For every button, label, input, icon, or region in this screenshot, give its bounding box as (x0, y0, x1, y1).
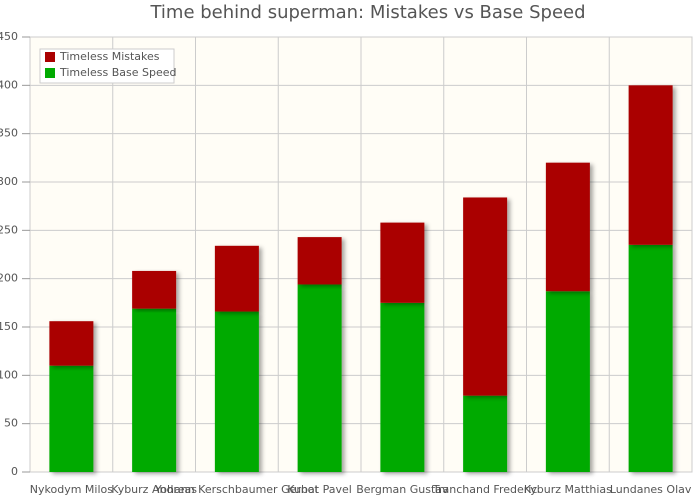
y-tick-label: 300 (0, 175, 18, 188)
bar (380, 222, 425, 303)
y-tick-label: 200 (0, 272, 18, 285)
bar (132, 270, 177, 309)
bar (380, 302, 425, 472)
legend-box (39, 48, 175, 84)
y-tick-label: 400 (0, 78, 18, 91)
x-tick-label: Bergman Gustav (356, 483, 449, 496)
y-tick-label: 450 (0, 30, 18, 43)
x-tick-label: Tranchand Frederic (432, 483, 538, 496)
bar (463, 395, 508, 472)
bar (49, 321, 94, 366)
bar (49, 365, 94, 472)
y-tick-label: 0 (11, 465, 18, 478)
bar (297, 237, 342, 285)
legend-swatch (45, 68, 55, 78)
y-tick-label: 350 (0, 127, 18, 140)
y-tick-label: 100 (0, 368, 18, 381)
bar (628, 244, 673, 472)
bar (545, 162, 590, 292)
y-tick-label: 50 (4, 417, 18, 430)
legend-label: Timeless Mistakes (59, 50, 160, 63)
x-tick-label: Lundanes Olav (610, 483, 692, 496)
x-tick-label: Kyburz Matthias (524, 483, 612, 496)
legend-swatch (45, 52, 55, 62)
bar (297, 284, 342, 472)
y-tick-label: 150 (0, 320, 18, 333)
chart-title: Time behind superman: Mistakes vs Base S… (149, 2, 585, 23)
legend-label: Timeless Base Speed (59, 66, 176, 79)
x-tick-label: Kyburz Andreas (111, 483, 197, 496)
x-tick-label: Kubat Pavel (287, 483, 351, 496)
bar (214, 245, 259, 312)
bar (628, 85, 673, 245)
bar (132, 308, 177, 472)
bar (545, 291, 590, 472)
y-tick-label: 250 (0, 223, 18, 236)
x-tick-label: Nykodym Milos (30, 483, 113, 496)
bar (463, 197, 508, 396)
bar (214, 311, 259, 472)
x-tick-label: Yohann Kerschbaumer Gernot (154, 483, 319, 496)
